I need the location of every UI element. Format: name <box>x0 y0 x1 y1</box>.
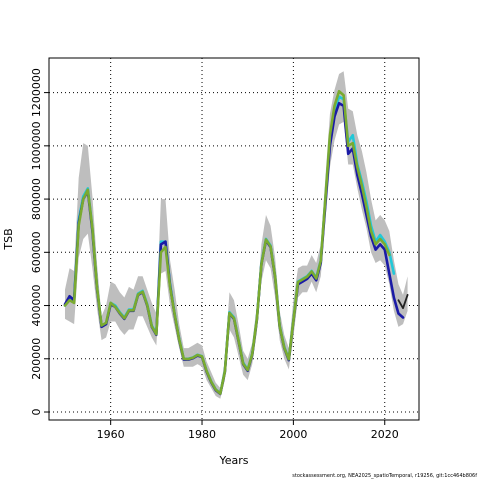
x-tick-label: 1980 <box>188 428 216 441</box>
series-line-2 <box>397 293 409 310</box>
y-axis-title: TSB <box>2 228 15 250</box>
x-axis: 1960 1980 2000 2020 <box>97 420 399 441</box>
x-axis-title: Years <box>218 454 248 467</box>
x-tick-label: 2020 <box>371 428 399 441</box>
series-line-3 <box>63 89 391 395</box>
x-tick-label: 2000 <box>279 428 307 441</box>
y-tick-label: 800000 <box>30 178 43 220</box>
y-tick-label: 1200000 <box>30 68 43 117</box>
y-tick-label: 0 <box>30 409 43 416</box>
series-lines <box>63 89 409 396</box>
y-tick-label: 200000 <box>30 338 43 380</box>
footer-source-text: stockassessment.org, NEA2025_spatioTempo… <box>292 473 477 479</box>
x-tick-label: 1960 <box>97 428 125 441</box>
y-axis: 0 200000 400000 600000 800000 1000000 1200000 <box>30 68 49 416</box>
y-tick-label: 600000 <box>30 231 43 273</box>
y-tick-label: 400000 <box>30 285 43 327</box>
y-tick-label: 1000000 <box>30 121 43 170</box>
plot-frame <box>48 57 420 421</box>
